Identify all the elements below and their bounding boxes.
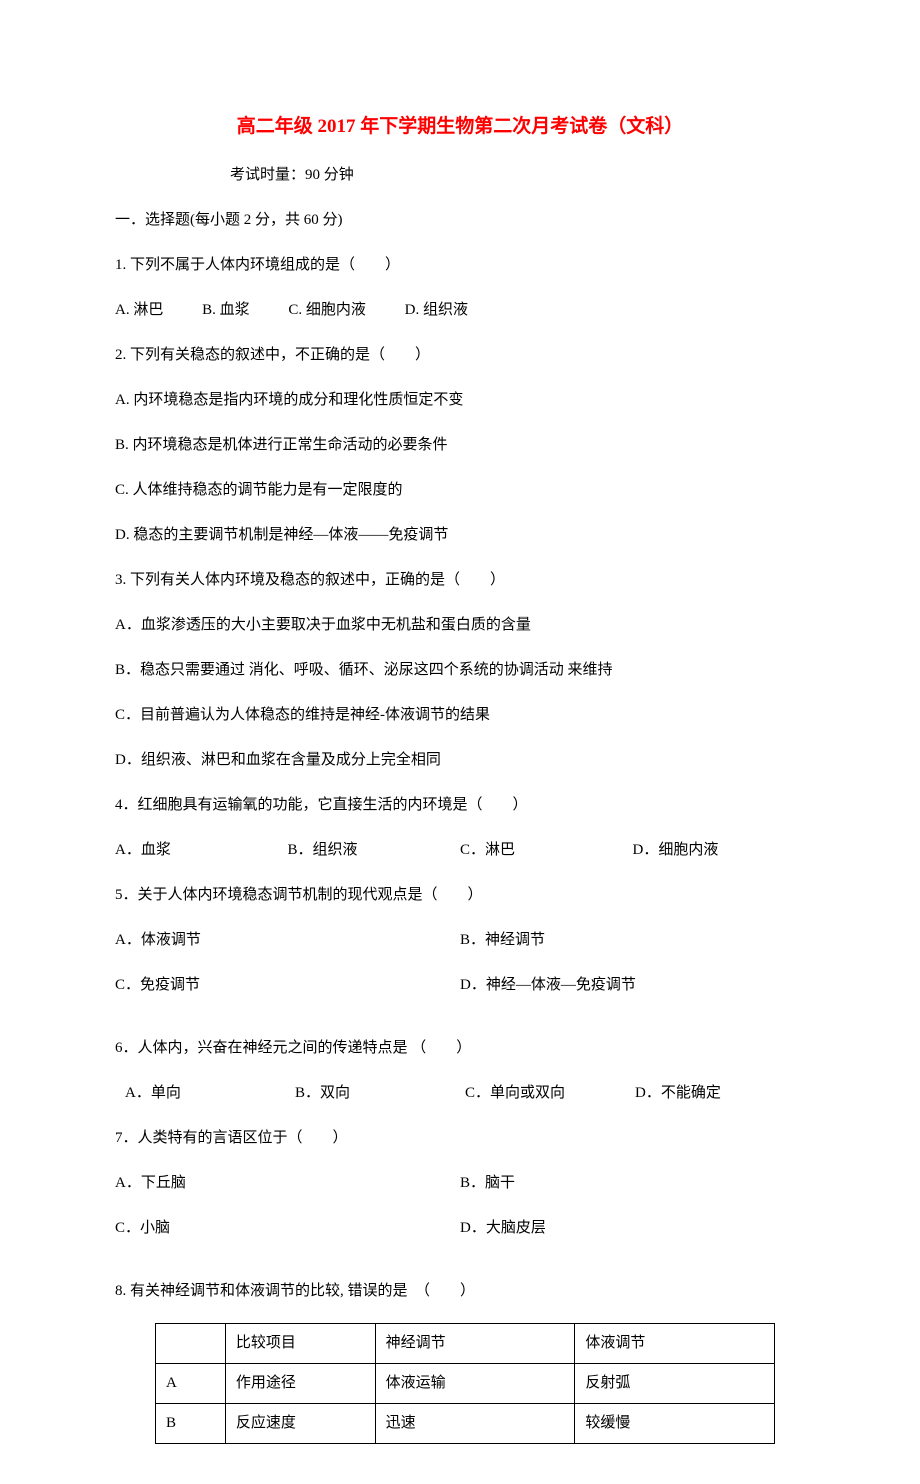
question-7-options: A．下丘脑 B．脑干 C．小脑 D．大脑皮层 — [115, 1170, 805, 1260]
question-2-options: A. 内环境稳态是指内环境的成分和理化性质恒定不变 B. 内环境稳态是机体进行正… — [115, 387, 805, 549]
option-b: B. 血浆 — [202, 297, 250, 324]
option-a: A．单向 — [125, 1080, 295, 1107]
table-cell: 迅速 — [375, 1404, 575, 1444]
table-header-row: 比较项目 神经调节 体液调节 — [156, 1324, 775, 1364]
option-a: A．血浆渗透压的大小主要取决于血浆中无机盐和蛋白质的含量 — [115, 612, 805, 639]
option-a: A. 淋巴 — [115, 297, 163, 324]
section-header: 一．选择题(每小题 2 分，共 60 分) — [115, 207, 805, 234]
option-c: C. 细胞内液 — [288, 297, 366, 324]
question-3-options: A．血浆渗透压的大小主要取决于血浆中无机盐和蛋白质的含量 B．稳态只需要通过 消… — [115, 612, 805, 774]
table-cell: 神经调节 — [375, 1324, 575, 1364]
option-d: D．大脑皮层 — [460, 1215, 805, 1242]
option-d: D. 稳态的主要调节机制是神经—体液——免疫调节 — [115, 522, 805, 549]
table-cell: A — [156, 1364, 226, 1404]
option-d: D．组织液、淋巴和血浆在含量及成分上完全相同 — [115, 747, 805, 774]
option-a: A. 内环境稳态是指内环境的成分和理化性质恒定不变 — [115, 387, 805, 414]
option-a: A．下丘脑 — [115, 1170, 460, 1197]
table-cell — [156, 1324, 226, 1364]
option-a: A．体液调节 — [115, 927, 460, 954]
question-1-options: A. 淋巴 B. 血浆 C. 细胞内液 D. 组织液 — [115, 297, 805, 324]
question-2: 2. 下列有关稳态的叙述中，不正确的是（ ） — [115, 342, 805, 369]
option-d: D. 组织液 — [405, 297, 468, 324]
option-b: B．组织液 — [288, 837, 461, 864]
table-row: A 作用途径 体液运输 反射弧 — [156, 1364, 775, 1404]
question-7: 7．人类特有的言语区位于（ ） — [115, 1125, 805, 1152]
question-5: 5．关于人体内环境稳态调节机制的现代观点是（ ） — [115, 882, 805, 909]
table-cell: 体液调节 — [575, 1324, 775, 1364]
table-cell: 反射弧 — [575, 1364, 775, 1404]
option-c: C．小脑 — [115, 1215, 460, 1242]
question-8-table: 比较项目 神经调节 体液调节 A 作用途径 体液运输 反射弧 B 反应速度 迅速… — [155, 1323, 775, 1444]
question-6-options: A．单向 B．双向 C．单向或双向 D．不能确定 — [115, 1080, 805, 1107]
table-row: B 反应速度 迅速 较缓慢 — [156, 1404, 775, 1444]
table-cell: 较缓慢 — [575, 1404, 775, 1444]
table-cell: 作用途径 — [225, 1364, 375, 1404]
table-cell: B — [156, 1404, 226, 1444]
option-c: C. 人体维持稳态的调节能力是有一定限度的 — [115, 477, 805, 504]
exam-time: 考试时量：90 分钟 — [230, 162, 805, 189]
question-3: 3. 下列有关人体内环境及稳态的叙述中，正确的是（ ） — [115, 567, 805, 594]
option-d: D．不能确定 — [635, 1080, 805, 1107]
option-c: C．免疫调节 — [115, 972, 460, 999]
option-d: D．细胞内液 — [633, 837, 806, 864]
question-6: 6．人体内，兴奋在神经元之间的传递特点是 （ ） — [115, 1035, 805, 1062]
exam-title: 高二年级 2017 年下学期生物第二次月考试卷（文科） — [115, 110, 805, 144]
option-b: B．稳态只需要通过 消化、呼吸、循环、泌尿这四个系统的协调活动 来维持 — [115, 657, 805, 684]
question-8: 8. 有关神经调节和体液调节的比较, 错误的是 （ ） — [115, 1278, 805, 1305]
question-4-options: A．血浆 B．组织液 C．淋巴 D．细胞内液 — [115, 837, 805, 864]
option-c: C．目前普遍认为人体稳态的维持是神经-体液调节的结果 — [115, 702, 805, 729]
option-d: D．神经—体液—免疫调节 — [460, 972, 805, 999]
question-1: 1. 下列不属于人体内环境组成的是（ ） — [115, 252, 805, 279]
table-cell: 反应速度 — [225, 1404, 375, 1444]
table-cell: 体液运输 — [375, 1364, 575, 1404]
option-b: B. 内环境稳态是机体进行正常生命活动的必要条件 — [115, 432, 805, 459]
option-b: B．神经调节 — [460, 927, 805, 954]
option-c: C．单向或双向 — [465, 1080, 635, 1107]
option-b: B．双向 — [295, 1080, 465, 1107]
question-5-options: A．体液调节 B．神经调节 C．免疫调节 D．神经—体液—免疫调节 — [115, 927, 805, 1017]
table-cell: 比较项目 — [225, 1324, 375, 1364]
option-a: A．血浆 — [115, 837, 288, 864]
question-4: 4．红细胞具有运输氧的功能，它直接生活的内环境是（ ） — [115, 792, 805, 819]
option-b: B．脑干 — [460, 1170, 805, 1197]
option-c: C．淋巴 — [460, 837, 633, 864]
